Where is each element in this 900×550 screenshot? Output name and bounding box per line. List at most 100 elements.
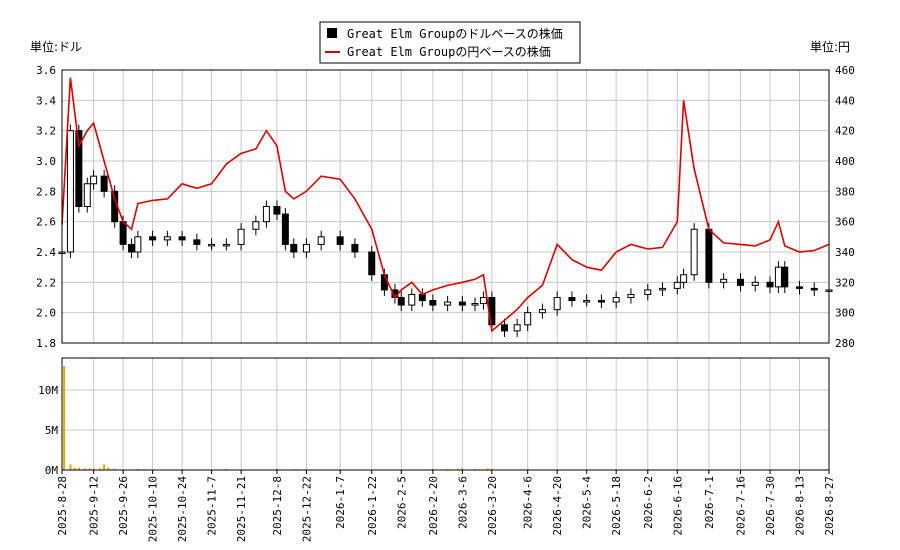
usd-candle-body — [659, 287, 667, 291]
x-tick-label: 2026-1-22 — [366, 476, 379, 536]
volume-bar — [77, 467, 80, 470]
usd-candle-body — [673, 281, 681, 289]
usd-candle-body — [317, 236, 325, 245]
usd-price-series — [58, 124, 833, 337]
right-tick-label: 320 — [835, 276, 855, 289]
legend-jpy-label: Great Elm Groupの円ベースの株価 — [347, 44, 551, 59]
right-tick-label: 300 — [835, 307, 855, 320]
volume-bar — [143, 468, 146, 470]
usd-candle-body — [336, 236, 344, 245]
x-tick-label: 2026-2-20 — [427, 476, 440, 536]
usd-candle-body — [119, 221, 127, 245]
volume-bars — [63, 366, 493, 470]
legend: Great Elm Groupのドルベースの株価 Great Elm Group… — [319, 21, 581, 64]
volume-bar — [69, 464, 72, 470]
x-tick-label: 2026-8-13 — [794, 476, 807, 536]
usd-candle-body — [397, 297, 405, 306]
usd-candle-body — [75, 130, 83, 208]
left-tick-label: 1.8 — [36, 337, 56, 350]
usd-candle-body — [810, 287, 818, 291]
usd-candle-body — [237, 228, 245, 245]
volume-bar — [92, 468, 95, 470]
usd-candle-body — [429, 300, 437, 306]
usd-candle-body — [380, 274, 388, 291]
x-tick-label: 2026-4-6 — [522, 476, 535, 529]
usd-candle-body — [163, 236, 171, 241]
left-tick-label: 2.2 — [36, 276, 56, 289]
x-tick-label: 2025-12-8 — [271, 476, 284, 536]
volume-bar — [84, 468, 87, 470]
usd-candle-body — [458, 301, 466, 306]
usd-candle-body — [597, 300, 605, 303]
x-tick-label: 2025-9-26 — [117, 476, 130, 536]
usd-candle-body — [774, 266, 782, 288]
left-tick-label: 2.0 — [36, 307, 56, 320]
usd-candle-body — [737, 278, 744, 286]
x-tick-label: 2026-4-20 — [551, 476, 564, 536]
volume-tick-label: 10M — [38, 384, 58, 397]
x-tick-label: 2026-8-27 — [823, 476, 836, 536]
left-unit-label: 単位:ドル — [30, 39, 82, 54]
right-tick-label: 440 — [835, 94, 855, 107]
usd-candle-body — [781, 266, 789, 288]
x-tick-label: 2026-3-20 — [486, 476, 499, 536]
x-tick-label: 2026-2-5 — [395, 476, 408, 529]
volume-bar — [73, 467, 76, 470]
usd-candle-body — [705, 228, 713, 283]
date-axis: 2025-8-28 2025-9-12 2025-9-26 2025-10-10 202… — [56, 470, 836, 542]
usd-candle-body — [134, 236, 142, 253]
usd-candle-body — [83, 183, 91, 207]
usd-candle-body — [66, 130, 74, 253]
x-tick-label: 2025-10-24 — [176, 476, 189, 543]
price-right-axis: 280 300 320 340 360 380 400 420 440 460 — [835, 64, 855, 350]
legend-usd-label: Great Elm Groupのドルベースの株価 — [347, 26, 563, 41]
volume-left-axis: 0M 5M 10M — [38, 384, 58, 477]
usd-candle-body — [178, 236, 186, 241]
x-tick-label: 2026-5-4 — [581, 476, 594, 529]
usd-candle-body — [479, 297, 487, 305]
usd-candle-body — [690, 228, 698, 276]
x-tick-label: 2026-6-16 — [671, 476, 684, 536]
usd-candle-body — [680, 274, 688, 283]
usd-candle-body — [262, 206, 270, 223]
usd-candle-body — [612, 297, 620, 303]
usd-candle-body — [513, 324, 521, 332]
left-tick-label: 3.6 — [36, 64, 56, 77]
volume-bar — [275, 468, 278, 470]
volume-bar — [457, 468, 460, 470]
legend-box — [319, 21, 581, 64]
volume-bar — [431, 468, 434, 470]
x-tick-label: 2025-10-10 — [147, 476, 160, 542]
usd-candle-body — [222, 243, 230, 247]
usd-candle-body — [208, 243, 216, 247]
volume-bar — [63, 366, 66, 470]
volume-bar — [225, 468, 228, 470]
usd-candle-body — [751, 281, 759, 286]
usd-candle-body — [351, 243, 359, 253]
left-tick-label: 2.8 — [36, 185, 56, 198]
x-tick-label: 2025-9-12 — [88, 476, 101, 536]
right-tick-label: 400 — [835, 155, 855, 168]
right-tick-label: 420 — [835, 125, 855, 138]
right-tick-label: 360 — [835, 216, 855, 229]
x-tick-label: 2025-12-22 — [300, 476, 313, 542]
x-tick-label: 2025-8-28 — [56, 476, 69, 536]
right-tick-label: 340 — [835, 246, 855, 259]
usd-candle-body — [627, 293, 635, 299]
usd-candle-body — [290, 243, 298, 253]
legend-usd-swatch — [327, 28, 337, 38]
left-tick-label: 3.4 — [36, 94, 56, 107]
usd-candle-body — [471, 303, 479, 306]
usd-candle-body — [128, 243, 136, 253]
volume-bar — [490, 468, 493, 470]
x-tick-label: 2026-7-16 — [735, 476, 748, 536]
volume-bar — [474, 468, 476, 470]
volume-bar — [98, 468, 101, 470]
volume-bar — [88, 468, 91, 470]
x-tick-label: 2026-7-1 — [703, 476, 716, 529]
x-tick-label: 2026-6-2 — [642, 476, 655, 529]
x-tick-label: 2026-7-30 — [764, 476, 777, 536]
right-tick-label: 280 — [835, 337, 855, 350]
usd-candle-body — [720, 278, 728, 283]
